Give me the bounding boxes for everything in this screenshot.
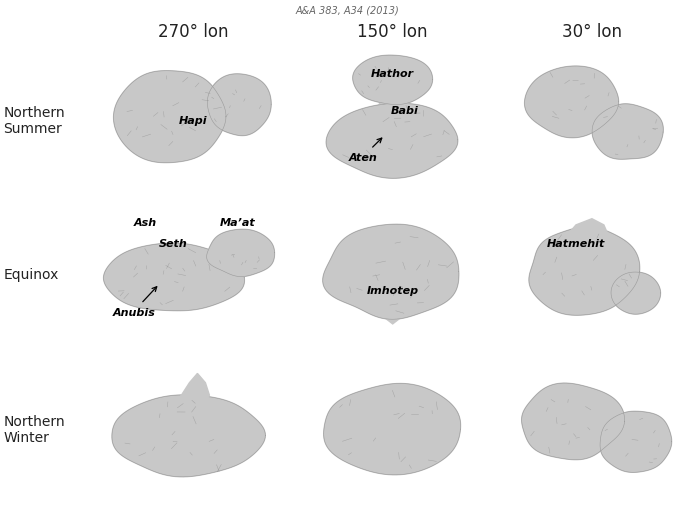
Polygon shape (596, 103, 612, 118)
Text: Anubis: Anubis (112, 287, 157, 317)
Text: Babi: Babi (391, 106, 418, 116)
Text: Aten: Aten (348, 139, 382, 162)
Polygon shape (353, 56, 432, 105)
Polygon shape (611, 272, 660, 315)
Polygon shape (602, 417, 622, 432)
Polygon shape (322, 225, 459, 320)
Text: Seth: Seth (159, 239, 188, 249)
Text: Northern
Summer: Northern Summer (3, 105, 65, 135)
Text: Hatmehit: Hatmehit (547, 239, 605, 249)
Polygon shape (326, 104, 458, 179)
Text: Equinox: Equinox (3, 268, 59, 282)
Polygon shape (174, 374, 209, 408)
Polygon shape (113, 72, 226, 163)
Polygon shape (522, 383, 625, 460)
Polygon shape (600, 411, 671, 472)
Text: 270° lon: 270° lon (158, 23, 229, 41)
Text: Hapi: Hapi (179, 116, 208, 125)
Polygon shape (525, 67, 619, 138)
Polygon shape (592, 105, 663, 160)
Polygon shape (202, 90, 220, 115)
Text: Ash: Ash (134, 217, 157, 228)
Polygon shape (564, 219, 608, 247)
Polygon shape (529, 228, 639, 316)
Text: A&A 383, A34 (2013): A&A 383, A34 (2013) (295, 5, 400, 15)
Polygon shape (112, 395, 265, 477)
Text: Ma’at: Ma’at (220, 217, 255, 228)
Text: Northern
Winter: Northern Winter (3, 414, 65, 444)
Text: Hathor: Hathor (371, 69, 414, 79)
Polygon shape (381, 306, 404, 324)
Text: Imhotep: Imhotep (367, 286, 418, 295)
Text: 150° lon: 150° lon (357, 23, 428, 41)
Text: 30° lon: 30° lon (562, 23, 622, 41)
Polygon shape (206, 230, 275, 277)
Polygon shape (377, 99, 409, 118)
Polygon shape (209, 250, 227, 269)
Polygon shape (324, 384, 461, 475)
Polygon shape (207, 75, 271, 136)
Polygon shape (104, 244, 245, 311)
